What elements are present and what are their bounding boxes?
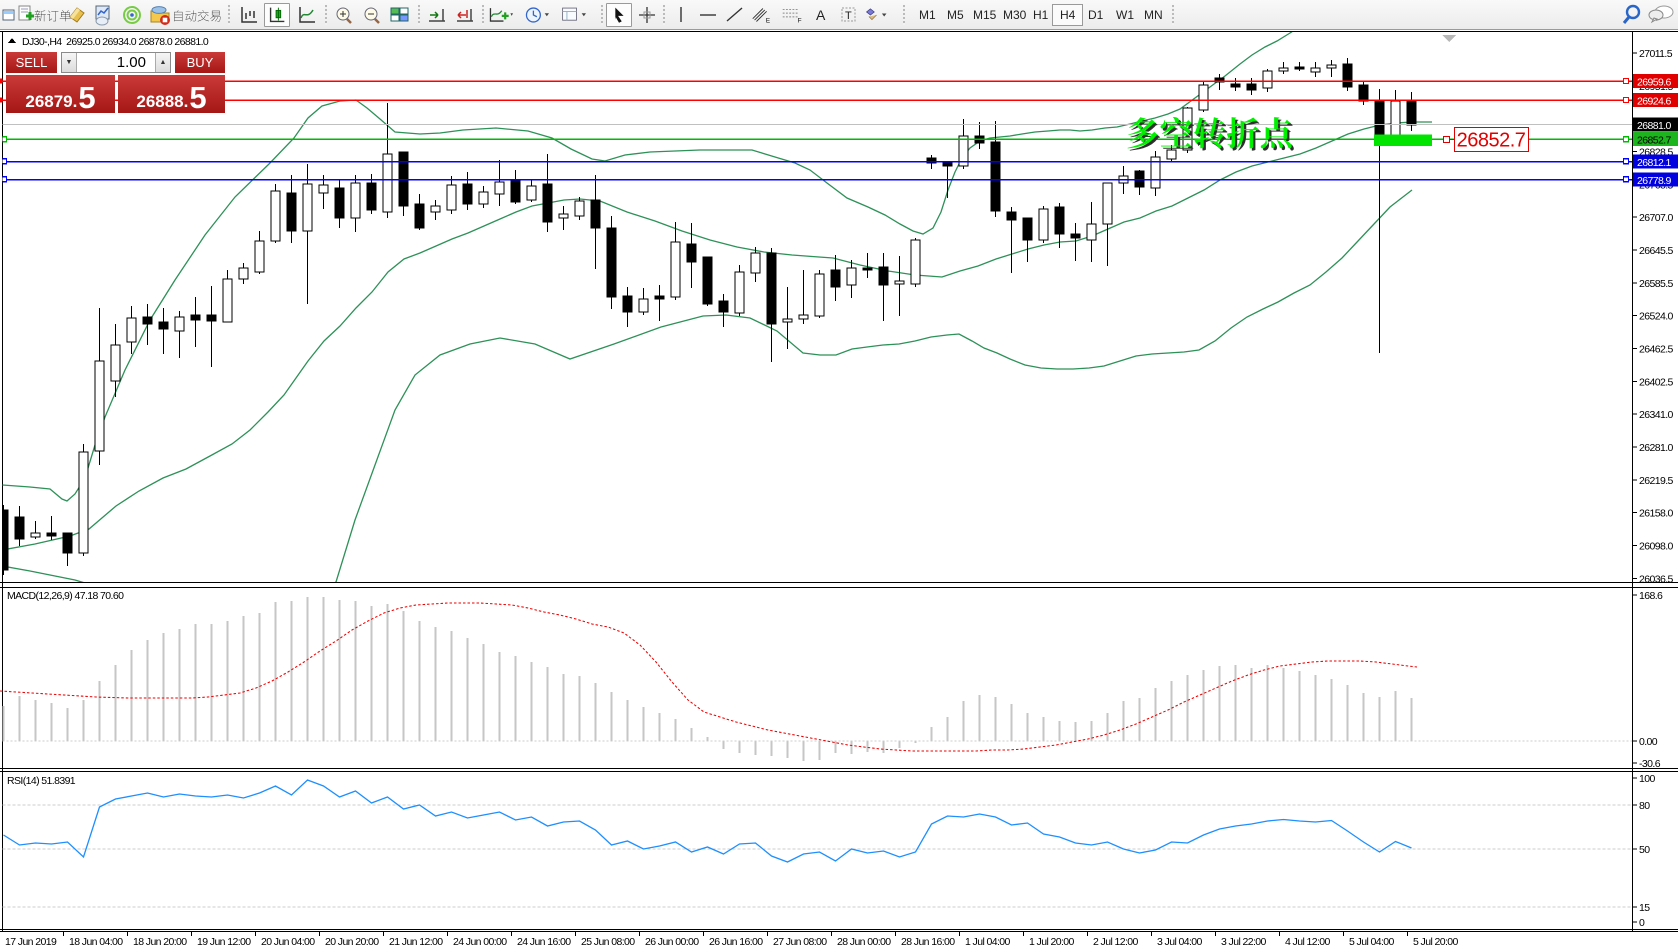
svg-text:1 Jul 20:00: 1 Jul 20:00 [1029, 936, 1075, 948]
svg-text:-30.6: -30.6 [1639, 758, 1661, 770]
svg-text:5 Jul 20:00: 5 Jul 20:00 [1413, 936, 1459, 948]
svg-text:20 Jun 04:00: 20 Jun 04:00 [261, 936, 315, 948]
svg-text:RSI(14) 51.8391: RSI(14) 51.8391 [7, 775, 76, 787]
svg-text:3 Jul 22:00: 3 Jul 22:00 [1221, 936, 1267, 948]
svg-text:21 Jun 12:00: 21 Jun 12:00 [389, 936, 443, 948]
svg-text:18 Jun 04:00: 18 Jun 04:00 [69, 936, 123, 948]
svg-text:28 Jun 16:00: 28 Jun 16:00 [901, 936, 955, 948]
svg-text:26524.0: 26524.0 [1639, 311, 1674, 323]
svg-text:26959.6: 26959.6 [1637, 77, 1672, 89]
svg-text:28 Jun 00:00: 28 Jun 00:00 [837, 936, 891, 948]
svg-text:E: E [766, 17, 771, 24]
svg-text:15: 15 [1639, 902, 1650, 914]
svg-text:26881.0: 26881.0 [1637, 120, 1672, 132]
svg-text:100: 100 [1639, 773, 1655, 785]
svg-text:27 Jun 08:00: 27 Jun 08:00 [773, 936, 827, 948]
svg-text:MACD(12,26,9) 47.18 70.60: MACD(12,26,9) 47.18 70.60 [7, 590, 124, 602]
svg-text:4 Jul 12:00: 4 Jul 12:00 [1285, 936, 1331, 948]
svg-text:2 Jul 12:00: 2 Jul 12:00 [1093, 936, 1139, 948]
svg-text:26036.5: 26036.5 [1639, 573, 1674, 585]
svg-text:0.00: 0.00 [1639, 736, 1658, 748]
svg-text:50: 50 [1639, 844, 1650, 856]
svg-text:27011.5: 27011.5 [1639, 48, 1673, 60]
svg-text:3 Jul 04:00: 3 Jul 04:00 [1157, 936, 1203, 948]
svg-text:26402.5: 26402.5 [1639, 376, 1674, 388]
svg-text:168.6: 168.6 [1639, 590, 1663, 602]
svg-text:26852.7: 26852.7 [1457, 130, 1526, 152]
svg-text:26645.5: 26645.5 [1639, 245, 1674, 257]
svg-text:26281.0: 26281.0 [1639, 442, 1674, 454]
svg-text:5 Jul 04:00: 5 Jul 04:00 [1349, 936, 1395, 948]
svg-text:19 Jun 12:00: 19 Jun 12:00 [197, 936, 251, 948]
svg-text:26707.0: 26707.0 [1639, 212, 1674, 224]
svg-text:20 Jun 20:00: 20 Jun 20:00 [325, 936, 379, 948]
svg-text:26 Jun 00:00: 26 Jun 00:00 [645, 936, 699, 948]
svg-text:26098.0: 26098.0 [1639, 541, 1674, 553]
svg-text:80: 80 [1639, 800, 1650, 812]
svg-text:1 Jul 04:00: 1 Jul 04:00 [965, 936, 1011, 948]
svg-text:26812.1: 26812.1 [1637, 157, 1672, 169]
svg-text:17 Jun 2019: 17 Jun 2019 [5, 936, 57, 948]
svg-text:26158.0: 26158.0 [1639, 508, 1674, 520]
svg-text:26852.7: 26852.7 [1637, 135, 1672, 147]
svg-text:A: A [816, 7, 826, 23]
svg-text:DJ30-,H4 26925.0 26934.0 2687: DJ30-,H4 26925.0 26934.0 26878.0 26881.0 [22, 36, 209, 48]
svg-text:0: 0 [1639, 917, 1645, 929]
svg-text:F: F [798, 17, 802, 24]
svg-text:26 Jun 16:00: 26 Jun 16:00 [709, 936, 763, 948]
svg-text:26462.5: 26462.5 [1639, 344, 1674, 356]
svg-text:26585.5: 26585.5 [1639, 278, 1674, 290]
svg-text:24 Jun 00:00: 24 Jun 00:00 [453, 936, 507, 948]
svg-text:T: T [845, 10, 852, 22]
svg-text:24 Jun 16:00: 24 Jun 16:00 [517, 936, 571, 948]
svg-text:25 Jun 08:00: 25 Jun 08:00 [581, 936, 635, 948]
svg-text:26924.6: 26924.6 [1637, 96, 1672, 108]
svg-text:26341.0: 26341.0 [1639, 409, 1674, 421]
svg-text:26219.5: 26219.5 [1639, 475, 1674, 487]
svg-text:26778.9: 26778.9 [1637, 175, 1672, 187]
svg-text:18 Jun 20:00: 18 Jun 20:00 [133, 936, 187, 948]
